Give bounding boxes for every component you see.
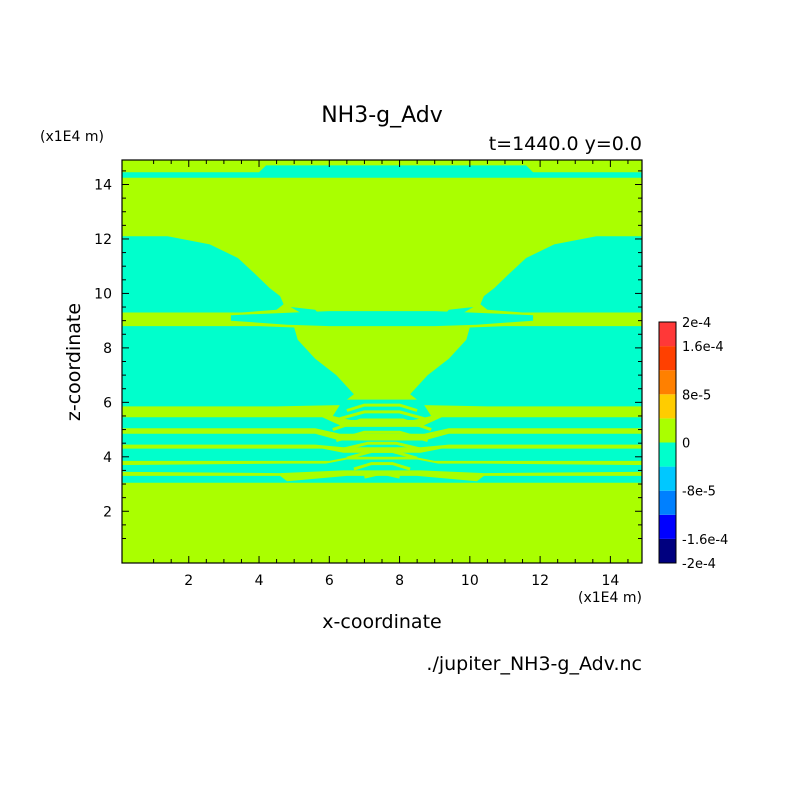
contour-line-6	[346, 449, 418, 460]
contour-region-8	[410, 326, 642, 407]
contour-region-1	[122, 165, 642, 178]
colorbar-label: -1.6e-4	[682, 533, 728, 548]
colorbar-label: 1.6e-4	[682, 340, 724, 355]
contour-line-7	[353, 462, 411, 471]
colorbar-frame	[658, 321, 677, 564]
y-tick-label: 2	[103, 504, 112, 520]
y-tick-label: 6	[103, 395, 112, 411]
y-tick-label: 10	[94, 286, 112, 302]
colorbar-label: -2e-4	[682, 557, 716, 572]
contour-region-11	[122, 433, 642, 448]
contour-line-3	[332, 418, 432, 432]
contour-region-3	[480, 236, 642, 313]
chart-subtitle: t=1440.0 y=0.0	[489, 133, 642, 155]
x-tick-label: 8	[395, 573, 404, 589]
contour-region-6	[441, 307, 474, 318]
x-axis-label: x-coordinate	[322, 611, 441, 633]
contour-region-10	[122, 417, 642, 434]
contour-region-13	[122, 459, 642, 474]
colorbar-label: 8e-5	[682, 388, 711, 403]
colorbar-level-8	[659, 370, 676, 395]
source-filename: ./jupiter_NH3-g_Adv.nc	[426, 653, 642, 675]
x-tick-label: 2	[184, 573, 193, 589]
colorbar-level-9	[659, 346, 676, 371]
colorbar-level-5	[659, 442, 676, 467]
y-tick-label: 8	[103, 341, 112, 357]
colorbar-level-1	[659, 538, 676, 563]
colorbar-label: -8e-5	[682, 485, 716, 500]
y-tick-label: 12	[94, 232, 112, 248]
x-tick-label: 10	[461, 573, 479, 589]
contour-line-1	[346, 403, 418, 412]
colorbar-level-3	[659, 490, 676, 515]
colorbar: 2e-4 1.6e-4 8e-5 0 -8e-5 -1.6e-4 -2e-4	[658, 316, 728, 572]
contour-region-2	[122, 236, 284, 313]
contour-region-14	[122, 475, 642, 483]
x-tick-label: 14	[601, 573, 619, 589]
colorbar-level-4	[659, 466, 676, 491]
contour-line-5	[339, 441, 425, 452]
contour-region-5	[290, 307, 323, 318]
x-axis-unit: (x1E4 m)	[578, 590, 642, 606]
plot-area: 2 4 6 8 10 12 14 2 4 6 8 10 12 14	[94, 159, 643, 589]
y-axis-unit: (x1E4 m)	[40, 129, 104, 145]
contour-region-12	[122, 448, 642, 461]
contour-region-7	[122, 326, 354, 407]
contour-line-8	[364, 471, 400, 479]
chart-title: NH3-g_Adv	[321, 103, 443, 128]
colorbar-level-10	[659, 322, 676, 347]
colorbar-level-7	[659, 394, 676, 419]
colorbar-level-2	[659, 514, 676, 539]
x-tick-label: 6	[325, 573, 334, 589]
y-axis-label: z-coordinate	[63, 303, 85, 421]
colorbar-label: 2e-4	[682, 316, 711, 331]
x-tick-label: 4	[255, 573, 264, 589]
colorbar-level-6	[659, 418, 676, 443]
y-tick-label: 4	[103, 450, 112, 466]
contour-line-4	[335, 430, 429, 442]
colorbar-label: 0	[682, 437, 690, 452]
y-tick-label: 14	[94, 178, 112, 194]
contour-line-2	[339, 410, 425, 421]
contour-region-4	[230, 311, 534, 327]
x-tick-label: 12	[531, 573, 549, 589]
